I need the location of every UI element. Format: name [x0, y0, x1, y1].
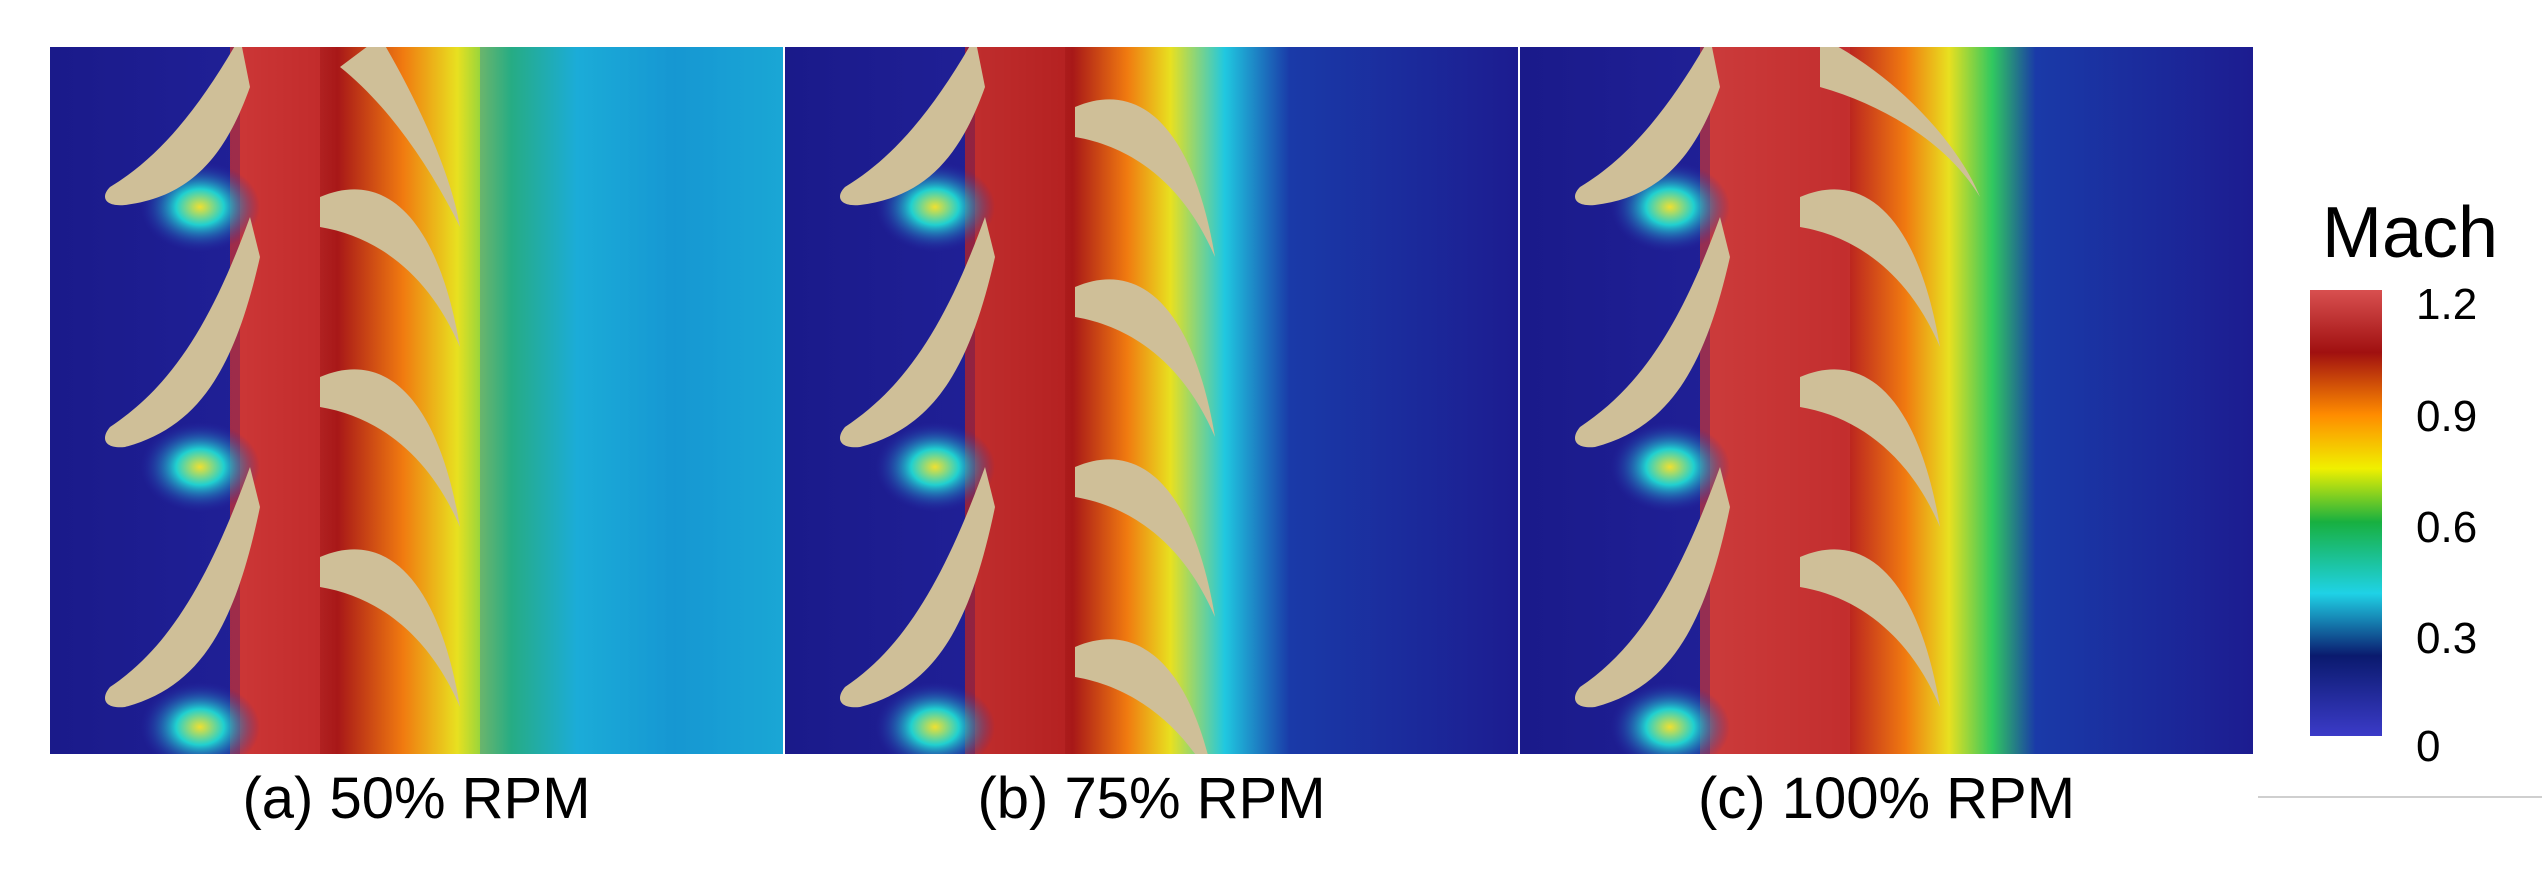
stator-blade — [1075, 639, 1208, 754]
contour-panel-50-rpm — [50, 47, 783, 754]
shock-band — [965, 47, 1065, 754]
stator-blade — [320, 369, 460, 527]
rotor-blade — [105, 217, 260, 448]
contour-panel-100-rpm — [1520, 47, 2253, 754]
contour-panel-75-rpm — [785, 47, 1518, 754]
colorbar — [2310, 290, 2382, 736]
stator-blade — [1075, 279, 1215, 437]
rotor-blade — [840, 217, 995, 448]
exit-region — [480, 47, 783, 754]
leading-edge-glow — [875, 422, 995, 512]
mach-contour-plot-c — [1520, 47, 2253, 754]
rotor-blade — [840, 467, 995, 708]
mach-contour-plot-a — [50, 47, 783, 754]
leading-edge-glow — [875, 682, 995, 754]
leading-edge-glow — [140, 422, 260, 512]
panel-caption-a: (a) 50% RPM — [242, 766, 591, 831]
stator-blade — [1075, 99, 1215, 257]
stator-blade — [340, 47, 460, 227]
divider-line — [2258, 796, 2542, 798]
colorbar-tick-0: 0 — [2416, 722, 2441, 771]
colorbar-gradient — [2310, 290, 2382, 736]
colorbar-tick-0-9: 0.9 — [2416, 392, 2478, 441]
panel-caption-b: (b) 75% RPM — [977, 766, 1326, 831]
leading-edge-glow — [140, 682, 260, 754]
rotor-blades — [840, 47, 1215, 754]
rotor-blades — [105, 47, 460, 708]
stator-blade — [1800, 189, 1940, 347]
stator-blade — [1075, 459, 1215, 617]
stator-blade — [320, 549, 460, 707]
stator-blade — [1820, 47, 1980, 197]
stator-blade — [320, 189, 460, 347]
colorbar-tick-1-2: 1.2 — [2416, 280, 2478, 329]
rotor-blade — [840, 47, 985, 206]
rotor-blade — [105, 47, 250, 206]
stator-blade — [1800, 369, 1940, 527]
mach-contour-plot-b — [785, 47, 1518, 754]
stator-blade — [1800, 549, 1940, 707]
rotor-blade — [1575, 47, 1720, 206]
rotor-blade — [105, 467, 260, 708]
leading-edge-glow — [1610, 682, 1730, 754]
rotor-blade — [1575, 217, 1730, 448]
colorbar-tick-0-6: 0.6 — [2416, 503, 2478, 552]
leading-edge-glow — [1610, 422, 1730, 512]
passage-flow-region — [975, 47, 1518, 754]
colorbar-title: Mach — [2321, 193, 2499, 273]
panel-caption-c: (c) 100% RPM — [1697, 766, 2076, 831]
rotor-blade — [1575, 467, 1730, 708]
shock-band — [230, 47, 320, 754]
colorbar-tick-0-3: 0.3 — [2416, 614, 2478, 663]
rotor-blades — [1575, 47, 1980, 708]
